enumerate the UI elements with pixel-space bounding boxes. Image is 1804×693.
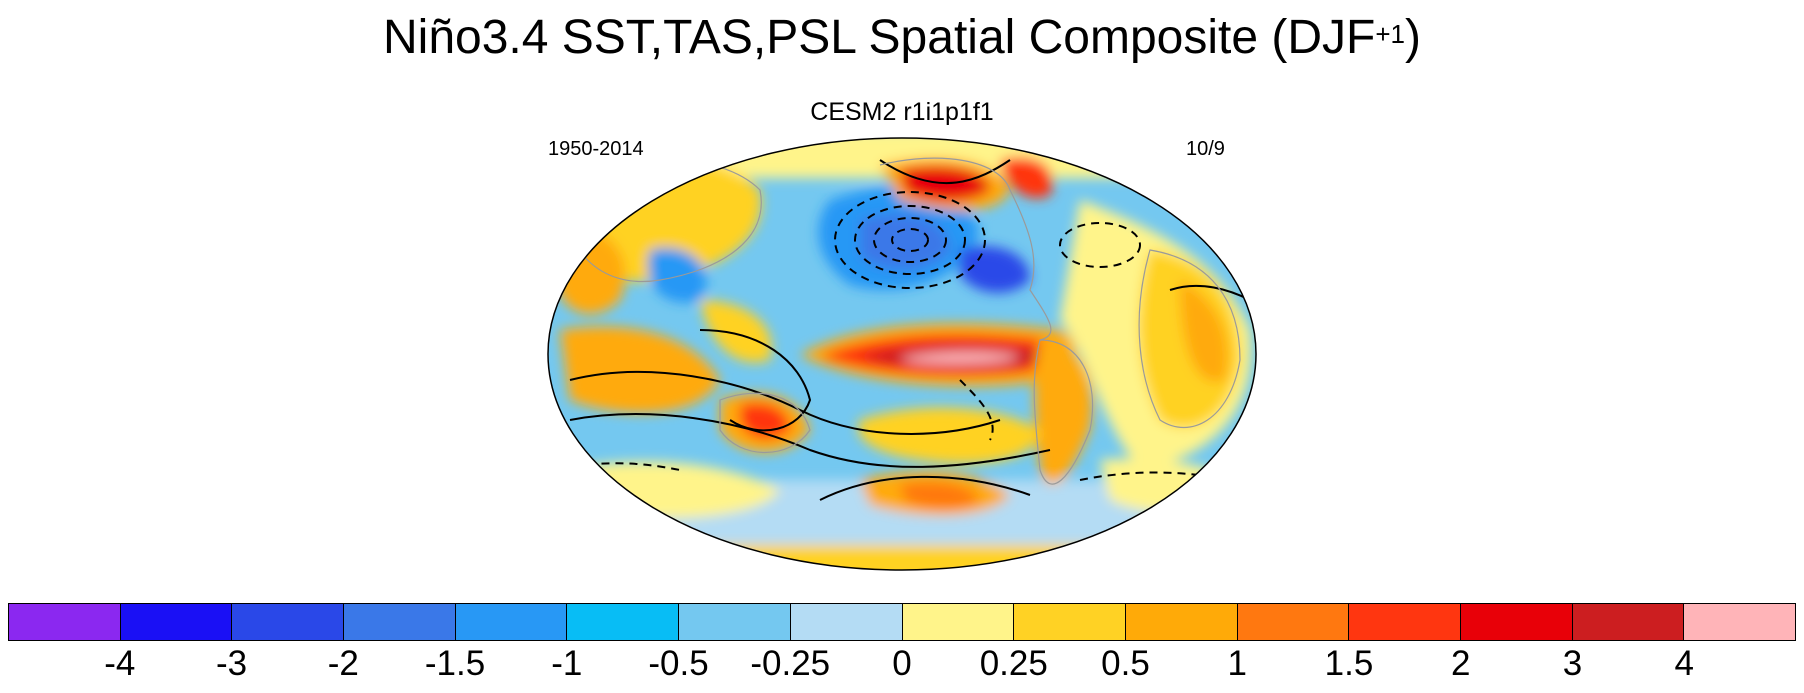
figure-title: Niño3.4 SST,TAS,PSL Spatial Composite (D… — [0, 8, 1804, 68]
colorbar-tick-label: 0 — [892, 644, 912, 683]
colorbar-swatch — [120, 604, 233, 640]
colorbar-tick-label: -2 — [327, 644, 359, 683]
colorbar-tick-label: -1 — [551, 644, 583, 683]
title-superscript: +1 — [1375, 19, 1406, 49]
colorbar-swatch — [344, 604, 456, 640]
colorbar-tick-label: 0.25 — [979, 644, 1048, 683]
title-close: ) — [1405, 11, 1422, 64]
colorbar-swatch — [1125, 604, 1238, 640]
colorbar-swatch — [1460, 604, 1573, 640]
period-label: 1950-2014 — [548, 138, 644, 160]
colorbar-swatch — [790, 604, 903, 640]
colorbar-swatch — [1349, 604, 1461, 640]
colorbar — [8, 603, 1796, 641]
colorbar-tick-label: 2 — [1451, 644, 1471, 683]
panel-subtitle: CESM2 r1i1p1f1 — [810, 98, 994, 126]
colorbar-swatch — [232, 604, 345, 640]
colorbar-swatch — [902, 604, 1015, 640]
colorbar-tick-label: 3 — [1562, 644, 1583, 683]
colorbar-tick-label: 0.5 — [1101, 644, 1150, 683]
colorbar-swatch — [1572, 604, 1685, 640]
colorbar-tick-label: -3 — [215, 644, 248, 683]
colorbar-swatch — [679, 604, 791, 640]
colorbar-swatch — [455, 604, 568, 640]
colorbar-tick-label: 1.5 — [1324, 644, 1374, 683]
colorbar-swatch — [1237, 604, 1350, 640]
map-panel — [547, 137, 1257, 571]
colorbar-tick-label: -0.25 — [750, 644, 831, 683]
globe-border — [547, 137, 1257, 571]
colorbar-swatch — [1684, 604, 1795, 640]
count-label: 10/9 — [1186, 138, 1225, 160]
colorbar-tick-label: -4 — [104, 644, 136, 683]
colorbar-tick-label: -1.5 — [424, 644, 486, 683]
colorbar-swatch — [9, 604, 121, 640]
colorbar-swatch — [1014, 604, 1126, 640]
title-text: Niño3.4 SST,TAS,PSL Spatial Composite (D… — [382, 11, 1376, 64]
psl-contours — [559, 159, 1251, 501]
colorbar-tick-label: -0.5 — [648, 644, 709, 683]
map-field — [548, 138, 1256, 570]
colorbar-tick-label: 1 — [1227, 644, 1247, 683]
colorbar-ticks: -4 -3 -2 -1.5 -1 -0.5 -0.25 0 0.25 0.5 1 1.5 2 3 4 — [0, 644, 1804, 690]
colorbar-swatch — [567, 604, 680, 640]
colorbar-tick-label: 4 — [1674, 644, 1694, 683]
